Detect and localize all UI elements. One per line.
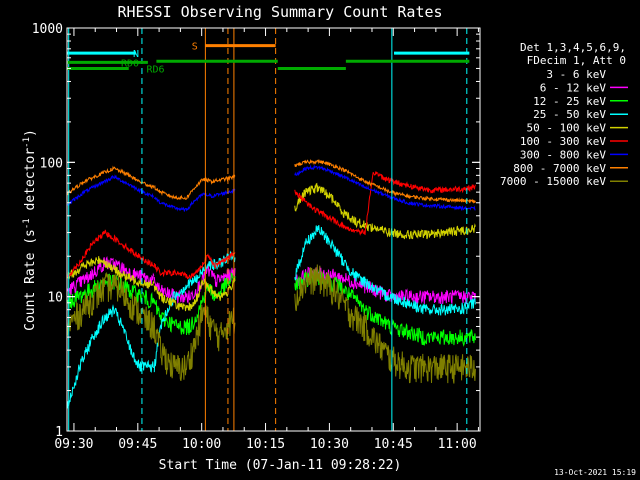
series-line [153, 272, 236, 336]
footer-date: 13-Oct-2021 15:19 [554, 468, 636, 477]
series-line [153, 188, 236, 212]
chart-title: RHESSI Observing Summary Count Rates [117, 3, 442, 21]
x-axis-label: Start Time (07-Jan-11 09:28:22) [159, 458, 402, 473]
series-line [294, 164, 366, 189]
legend-label: 3 - 6 keV [546, 68, 606, 81]
series-line [153, 304, 236, 382]
series-line [153, 173, 236, 201]
y-axis-label-part: Count Rate (s [23, 229, 38, 331]
series-line [364, 171, 476, 236]
legend-label: 300 - 800 keV [520, 148, 606, 161]
x-tick-label: 10:00 [182, 437, 221, 452]
legend-label: 800 - 7000 keV [513, 162, 606, 175]
series-line [153, 251, 236, 280]
flag-label: N [133, 49, 139, 60]
y-tick-label: 10 [47, 291, 63, 306]
y-axis-label-part: -1 [22, 218, 32, 229]
series-line [364, 222, 476, 240]
x-tick-label: 10:45 [374, 437, 413, 452]
y-tick-label: 1000 [32, 22, 63, 37]
y-axis-label-part: -1 [22, 137, 32, 148]
legend-header: Det 1,3,4,5,6,9, [520, 41, 626, 54]
flag-label: RD6 [147, 64, 165, 75]
series-line [364, 315, 476, 384]
series-line [66, 165, 155, 196]
series-line [66, 273, 155, 309]
y-tick-label: 100 [40, 156, 63, 171]
series-line [66, 272, 155, 340]
y-axis-label-part: detector [23, 148, 38, 219]
x-tick-label: 11:00 [438, 437, 477, 452]
plot-frame [66, 27, 481, 432]
series-line [294, 158, 366, 183]
x-tick-label: 09:45 [118, 437, 157, 452]
series-line [364, 305, 476, 347]
legend-label: 12 - 25 keV [533, 95, 606, 108]
series-line [66, 174, 154, 206]
series-line [364, 185, 476, 212]
legend-label: 50 - 100 keV [527, 122, 607, 135]
legend-label: 25 - 50 keV [533, 108, 606, 121]
series-line [66, 304, 155, 409]
series-line [153, 263, 236, 305]
series-line [294, 182, 366, 229]
series-line [294, 264, 366, 342]
series-line [294, 189, 366, 236]
legend-label: 100 - 300 keV [520, 135, 606, 148]
flag-label: S [192, 42, 198, 53]
x-tick-label: 10:30 [310, 437, 349, 452]
series-line [153, 277, 236, 312]
x-tick-label: 10:15 [246, 437, 285, 452]
legend-label: 7000 - 15000 keV [500, 175, 606, 188]
plot-layer: N S RD0 RD6 1 10 100 1000 09:30 09:45 10:00 10:15 10… [32, 22, 481, 452]
legend-label: 6 - 12 keV [540, 81, 607, 94]
legend: Det 1,3,4,5,6,9,FDecim 1, Att 03 - 6 keV… [500, 41, 628, 188]
series-line [365, 278, 476, 316]
legend-header: FDecim 1, Att 0 [527, 54, 626, 67]
y-axis-label-part: ) [23, 129, 38, 137]
y-tick-label: 1 [55, 425, 63, 440]
series-line [66, 256, 155, 289]
series-line [364, 179, 476, 204]
y-axis-label: Count Rate (s-1 detector-1) [22, 129, 38, 331]
flag-label: RD0 [121, 58, 139, 69]
x-tick-label: 09:30 [54, 437, 93, 452]
series-line [294, 224, 366, 288]
series-line [66, 229, 155, 278]
